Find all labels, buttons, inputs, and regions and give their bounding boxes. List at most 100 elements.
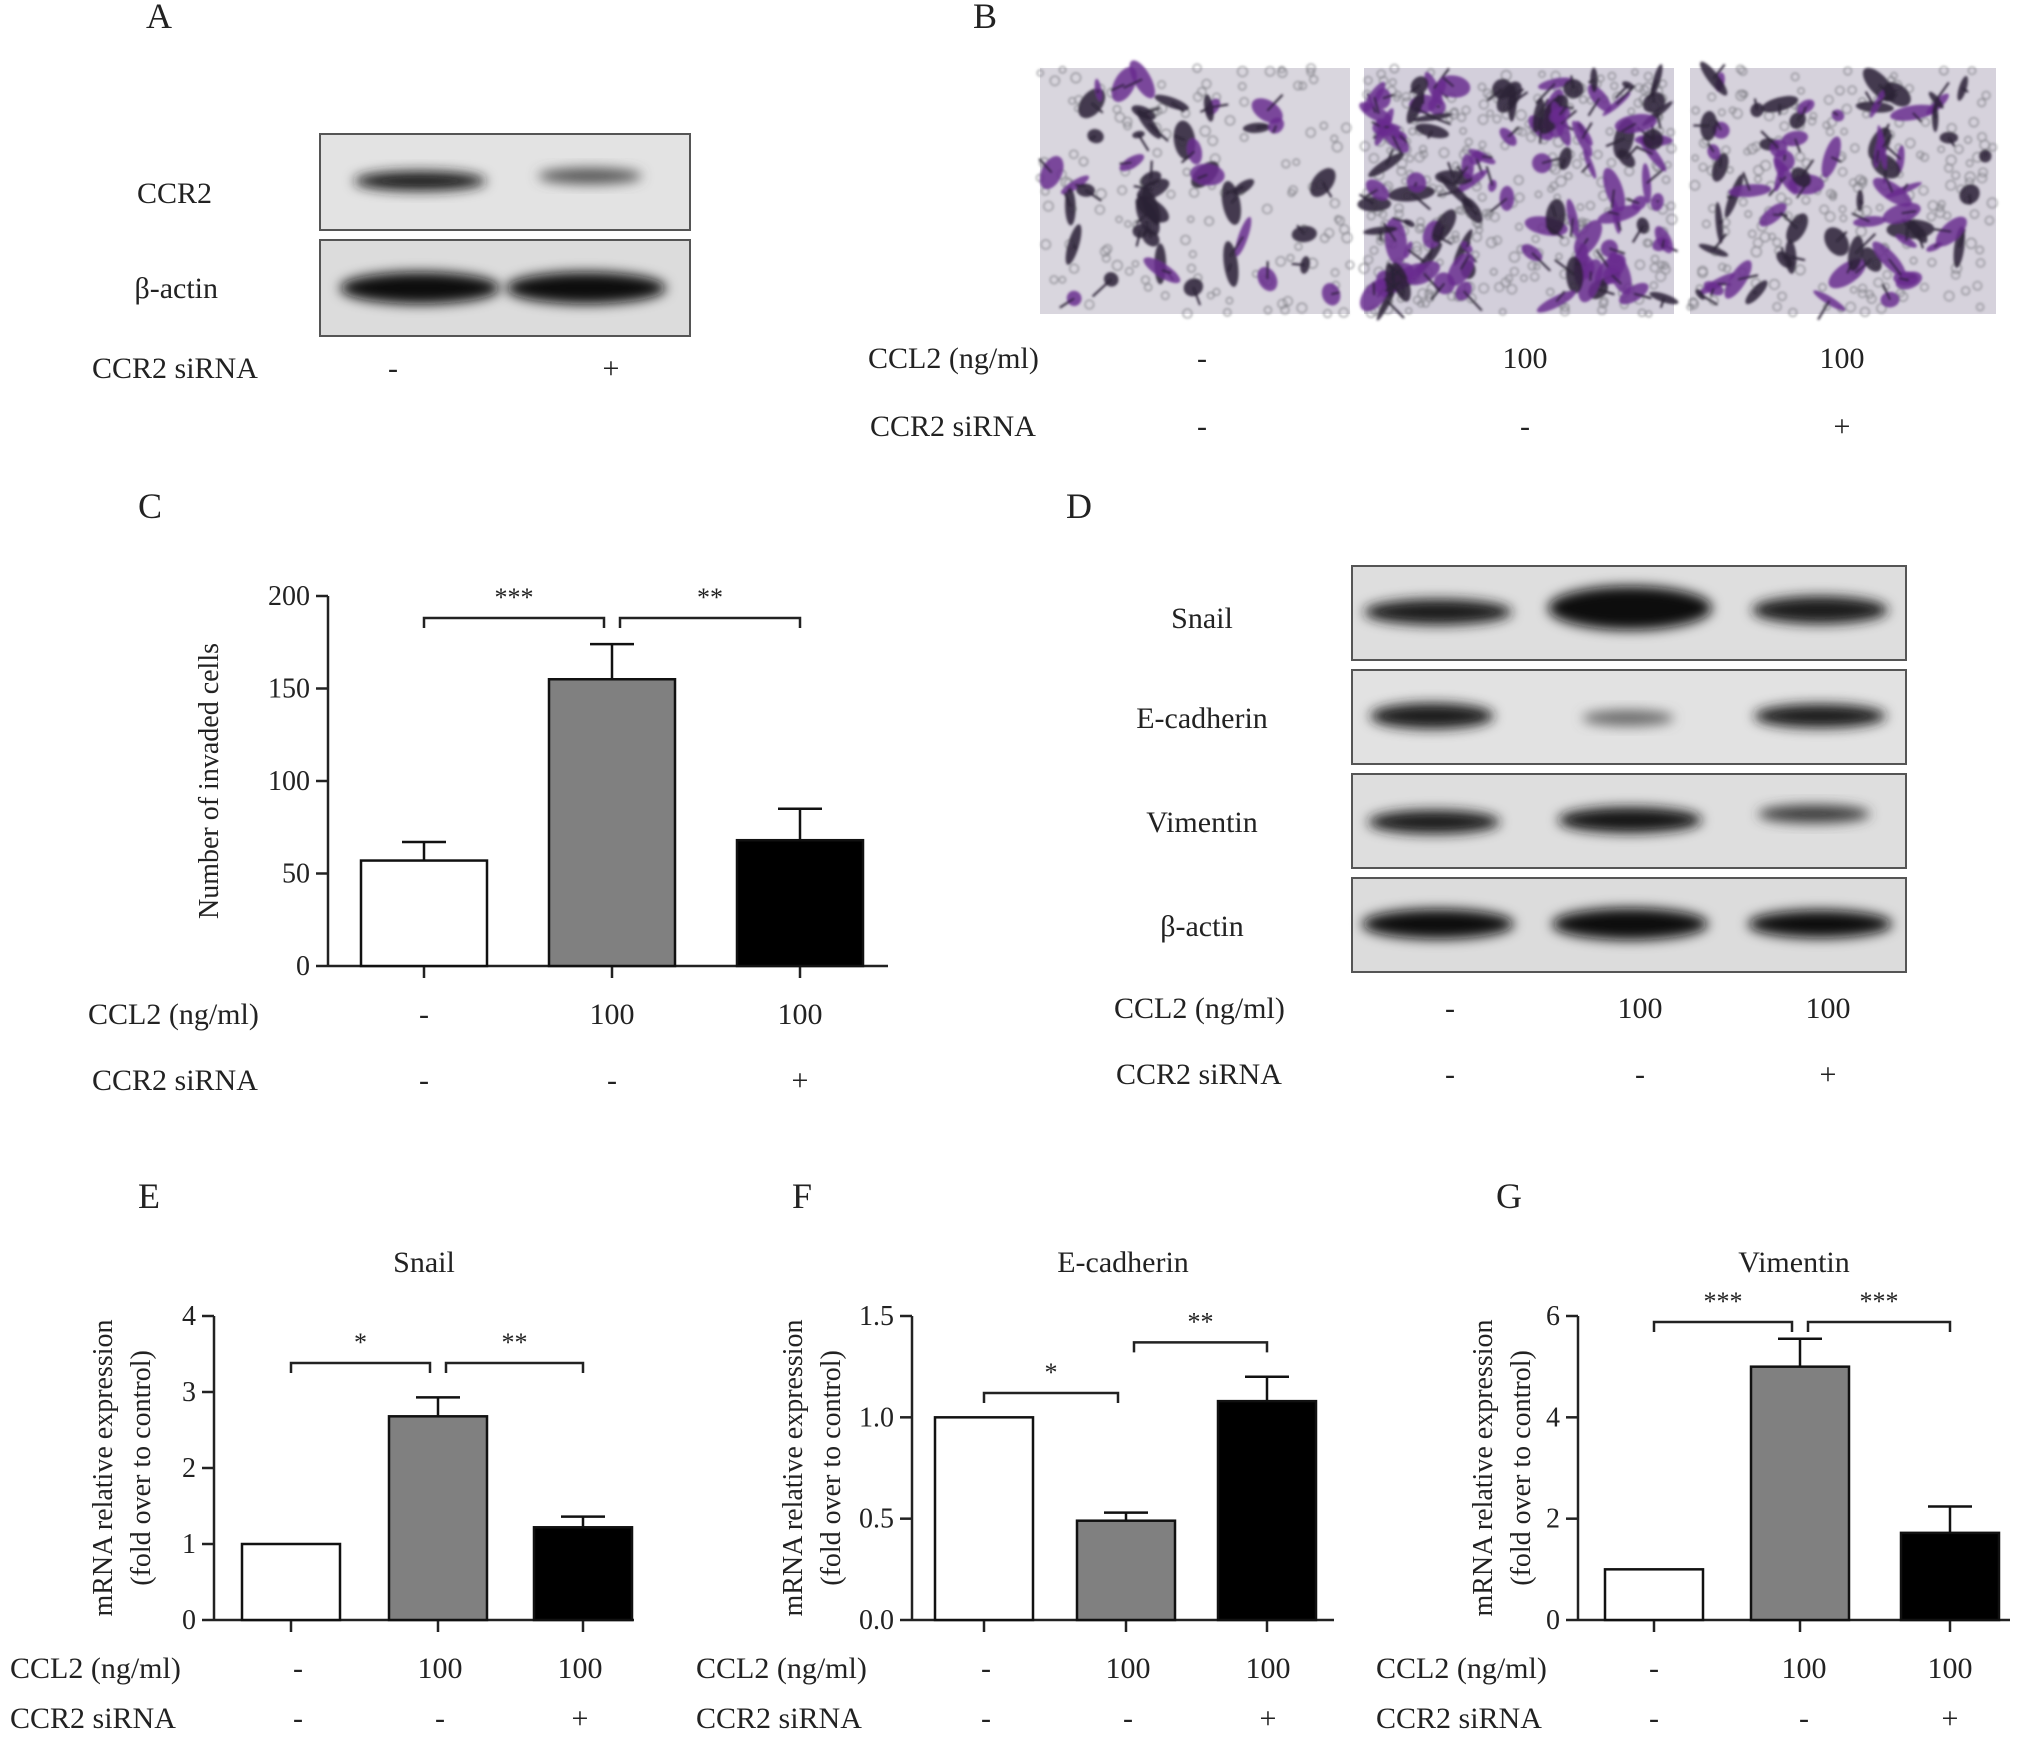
cell-process <box>1511 91 1529 104</box>
membrane-pore <box>1204 216 1214 226</box>
membrane-pore <box>1286 254 1295 262</box>
chart-f-ylabel-line: mRNA relative expression <box>778 1319 809 1616</box>
chart-g: Vimentin mRNA relative expression (fold ov… <box>1468 1246 2010 1636</box>
membrane-pore <box>1597 305 1607 315</box>
cell-process <box>1373 96 1380 115</box>
membrane-pore <box>1634 259 1645 270</box>
membrane-pore <box>1360 141 1370 152</box>
membrane-pore <box>1094 204 1105 215</box>
membrane-pore <box>1555 252 1563 261</box>
cell-process <box>1398 134 1409 144</box>
panel-letter-e: E <box>138 1176 160 1216</box>
b-sirna-2: - <box>1520 410 1530 443</box>
cell-process <box>1436 105 1440 108</box>
membrane-pore <box>1638 308 1647 317</box>
chart-e-ylabel-line: (fold over to control) <box>126 1350 157 1586</box>
cell-process <box>1886 146 1902 160</box>
membrane-pore <box>1738 66 1748 76</box>
membrane-pore <box>1509 251 1520 263</box>
membrane-pore <box>1858 289 1867 298</box>
panel-d: D Snail E-cadherin Vimentin β-actin CCL2… <box>1066 486 1907 1091</box>
membrane-pore <box>1207 135 1218 146</box>
stained-cell <box>1931 103 1939 133</box>
cell-process <box>1551 205 1557 218</box>
membrane-pore <box>1538 70 1546 78</box>
membrane-pore <box>1738 197 1748 207</box>
cell-process <box>1135 208 1153 225</box>
membrane-pore <box>1847 85 1857 95</box>
membrane-pore <box>1078 156 1089 167</box>
g-sirna-3: + <box>1942 1702 1959 1735</box>
cond-a-2: + <box>603 352 620 385</box>
membrane-pore <box>1951 170 1961 180</box>
stained-cell <box>1431 209 1457 243</box>
membrane-pore <box>1920 282 1929 292</box>
membrane-pore <box>1965 237 1977 249</box>
cell-process <box>1173 134 1185 141</box>
cell-process <box>1091 278 1112 298</box>
panel-b: B CCL2 (ng/ml) CCR2 siRNA - 100 100 - - … <box>868 0 1998 443</box>
cell-process <box>1212 103 1229 109</box>
f-sirna-3: + <box>1260 1702 1277 1735</box>
membrane-pore <box>1954 144 1964 154</box>
cell-process <box>1091 102 1104 114</box>
stained-cell <box>1321 283 1341 306</box>
membrane-pore <box>1753 237 1763 248</box>
cell-process <box>1137 134 1150 152</box>
membrane-pore <box>1564 172 1573 180</box>
membrane-pore <box>1643 72 1653 81</box>
membrane-pore <box>1688 298 1699 310</box>
membrane-pore <box>1366 211 1376 221</box>
cell-process <box>1038 158 1053 174</box>
cell-process <box>1181 150 1196 164</box>
cell-process <box>1149 160 1153 179</box>
cell-process <box>1537 98 1550 117</box>
membrane-pore <box>1754 175 1762 183</box>
membrane-pore <box>1818 283 1827 292</box>
d-ccl2-3: 100 <box>1806 992 1851 1025</box>
cell-process <box>1462 290 1483 312</box>
membrane-pore <box>1945 179 1957 191</box>
membrane-pore <box>1180 234 1191 245</box>
membrane-pore <box>1809 112 1818 120</box>
membrane-pore <box>1199 125 1211 137</box>
membrane-pore <box>1857 178 1867 188</box>
membrane-pore <box>1610 81 1619 90</box>
stained-cell <box>1499 127 1517 146</box>
cell-process <box>1726 195 1735 199</box>
membrane-pore <box>1405 307 1413 315</box>
stained-cell <box>1447 252 1474 286</box>
membrane-pore <box>1293 80 1303 91</box>
stained-cell <box>1363 226 1398 235</box>
membrane-pore <box>1223 308 1232 317</box>
b-ccl2-2: 100 <box>1503 342 1548 375</box>
membrane-pore <box>1631 68 1639 76</box>
membrane-pore <box>1459 127 1467 135</box>
cell-process <box>1605 137 1625 148</box>
d-sirna-1: - <box>1445 1058 1455 1091</box>
membrane-pore <box>1961 286 1971 296</box>
cell-process <box>1266 94 1284 112</box>
stained-cell <box>1750 102 1764 118</box>
membrane-pore <box>1331 141 1343 153</box>
row-label-sirna-d: CCR2 siRNA <box>1116 1058 1282 1091</box>
membrane-pore <box>1776 192 1787 203</box>
stained-cell <box>1268 117 1285 134</box>
band-actin-d-3 <box>1748 910 1892 938</box>
band-snail-3 <box>1752 596 1888 624</box>
cell-process <box>1392 216 1410 225</box>
blot-label-snail: Snail <box>1171 602 1233 635</box>
membrane-pore <box>1123 121 1132 131</box>
blot-label-actin-d: β-actin <box>1160 910 1244 943</box>
membrane-pore <box>1768 232 1776 241</box>
chart-g-bar-1 <box>1603 1568 1705 1622</box>
membrane-pore <box>1043 200 1054 212</box>
membrane-pore <box>1826 189 1836 199</box>
membrane-pore <box>1504 274 1513 283</box>
membrane-pore <box>1330 198 1340 209</box>
b-sirna-3: + <box>1834 410 1851 443</box>
cell-process <box>1430 282 1446 301</box>
membrane-pore <box>1339 224 1350 235</box>
cell-process <box>1780 246 1786 260</box>
membrane-pore <box>1069 149 1079 159</box>
